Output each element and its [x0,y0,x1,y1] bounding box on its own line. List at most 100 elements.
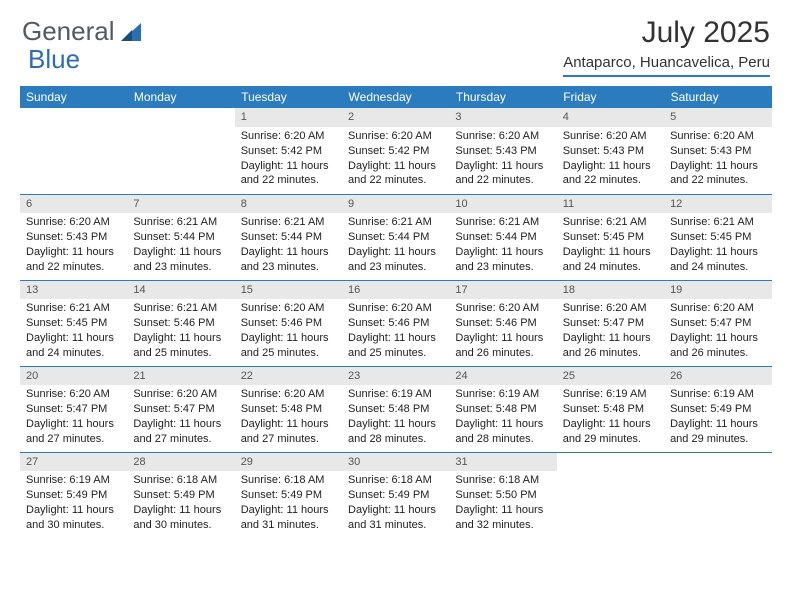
sunrise-line: Sunrise: 6:21 AM [26,301,121,316]
day-number: 5 [664,108,771,127]
day-body: Sunrise: 6:21 AMSunset: 5:45 PMDaylight:… [664,213,771,278]
day-body: Sunrise: 6:20 AMSunset: 5:47 PMDaylight:… [557,299,664,364]
daylight-line: Daylight: 11 hours and 22 minutes. [455,159,550,189]
calendar-cell [664,452,771,538]
calendar-row: 27Sunrise: 6:19 AMSunset: 5:49 PMDayligh… [20,452,772,538]
sunset-line: Sunset: 5:47 PM [26,402,121,417]
day-body: Sunrise: 6:21 AMSunset: 5:45 PMDaylight:… [557,213,664,278]
sunset-line: Sunset: 5:44 PM [348,230,443,245]
calendar-cell: 19Sunrise: 6:20 AMSunset: 5:47 PMDayligh… [664,280,771,366]
day-body: Sunrise: 6:20 AMSunset: 5:42 PMDaylight:… [235,127,342,192]
weekday-header-row: Sunday Monday Tuesday Wednesday Thursday… [20,86,772,108]
sunrise-line: Sunrise: 6:18 AM [241,473,336,488]
sunset-line: Sunset: 5:49 PM [241,488,336,503]
daylight-line: Daylight: 11 hours and 23 minutes. [133,245,228,275]
calendar-cell: 17Sunrise: 6:20 AMSunset: 5:46 PMDayligh… [449,280,556,366]
sunrise-line: Sunrise: 6:19 AM [563,387,658,402]
calendar-cell: 14Sunrise: 6:21 AMSunset: 5:46 PMDayligh… [127,280,234,366]
daylight-line: Daylight: 11 hours and 25 minutes. [241,331,336,361]
calendar-cell: 3Sunrise: 6:20 AMSunset: 5:43 PMDaylight… [449,108,556,194]
brand-part1: General [22,16,115,47]
day-number: 29 [235,453,342,472]
daylight-line: Daylight: 11 hours and 24 minutes. [26,331,121,361]
sunset-line: Sunset: 5:48 PM [348,402,443,417]
sunrise-line: Sunrise: 6:19 AM [670,387,765,402]
calendar-row: 1Sunrise: 6:20 AMSunset: 5:42 PMDaylight… [20,108,772,194]
day-number: 24 [449,367,556,386]
daylight-line: Daylight: 11 hours and 22 minutes. [348,159,443,189]
weekday-header: Wednesday [342,86,449,108]
day-body: Sunrise: 6:20 AMSunset: 5:43 PMDaylight:… [449,127,556,192]
sunrise-line: Sunrise: 6:20 AM [241,301,336,316]
day-body: Sunrise: 6:19 AMSunset: 5:48 PMDaylight:… [557,385,664,450]
sunset-line: Sunset: 5:43 PM [455,144,550,159]
weekday-header: Saturday [664,86,771,108]
calendar-row: 6Sunrise: 6:20 AMSunset: 5:43 PMDaylight… [20,194,772,280]
calendar-cell: 1Sunrise: 6:20 AMSunset: 5:42 PMDaylight… [235,108,342,194]
sunset-line: Sunset: 5:46 PM [133,316,228,331]
brand-part2: Blue [28,44,80,75]
sunset-line: Sunset: 5:43 PM [26,230,121,245]
calendar-cell: 8Sunrise: 6:21 AMSunset: 5:44 PMDaylight… [235,194,342,280]
daylight-line: Daylight: 11 hours and 26 minutes. [455,331,550,361]
daylight-line: Daylight: 11 hours and 28 minutes. [348,417,443,447]
day-number: 26 [664,367,771,386]
weekday-header: Monday [127,86,234,108]
day-body: Sunrise: 6:20 AMSunset: 5:46 PMDaylight:… [342,299,449,364]
daylight-line: Daylight: 11 hours and 22 minutes. [241,159,336,189]
sunrise-line: Sunrise: 6:21 AM [670,215,765,230]
day-number: 14 [127,281,234,300]
sunrise-line: Sunrise: 6:21 AM [348,215,443,230]
location-text: Antaparco, Huancavelica, Peru [563,54,770,77]
day-number: 6 [20,195,127,214]
day-number: 2 [342,108,449,127]
day-number: 25 [557,367,664,386]
day-body: Sunrise: 6:20 AMSunset: 5:43 PMDaylight:… [20,213,127,278]
day-number: 28 [127,453,234,472]
sunrise-line: Sunrise: 6:18 AM [455,473,550,488]
daylight-line: Daylight: 11 hours and 29 minutes. [670,417,765,447]
sunrise-line: Sunrise: 6:21 AM [241,215,336,230]
page-header: General July 2025 Antaparco, Huancavelic… [0,0,792,83]
day-body: Sunrise: 6:20 AMSunset: 5:43 PMDaylight:… [557,127,664,192]
sunset-line: Sunset: 5:44 PM [241,230,336,245]
sunset-line: Sunset: 5:45 PM [563,230,658,245]
sunset-line: Sunset: 5:45 PM [670,230,765,245]
sunrise-line: Sunrise: 6:20 AM [241,129,336,144]
daylight-line: Daylight: 11 hours and 31 minutes. [348,503,443,533]
sunrise-line: Sunrise: 6:21 AM [455,215,550,230]
sunrise-line: Sunrise: 6:20 AM [241,387,336,402]
day-body: Sunrise: 6:19 AMSunset: 5:48 PMDaylight:… [342,385,449,450]
calendar-cell: 28Sunrise: 6:18 AMSunset: 5:49 PMDayligh… [127,452,234,538]
sunset-line: Sunset: 5:42 PM [241,144,336,159]
day-number: 1 [235,108,342,127]
sunset-line: Sunset: 5:48 PM [241,402,336,417]
day-body: Sunrise: 6:20 AMSunset: 5:47 PMDaylight:… [20,385,127,450]
calendar-cell: 22Sunrise: 6:20 AMSunset: 5:48 PMDayligh… [235,366,342,452]
sunrise-line: Sunrise: 6:20 AM [133,387,228,402]
sunrise-line: Sunrise: 6:20 AM [455,129,550,144]
sunrise-line: Sunrise: 6:21 AM [133,301,228,316]
sunrise-line: Sunrise: 6:20 AM [26,215,121,230]
daylight-line: Daylight: 11 hours and 27 minutes. [133,417,228,447]
sunset-line: Sunset: 5:49 PM [670,402,765,417]
calendar-cell: 16Sunrise: 6:20 AMSunset: 5:46 PMDayligh… [342,280,449,366]
sunrise-line: Sunrise: 6:20 AM [348,301,443,316]
day-number: 27 [20,453,127,472]
sunset-line: Sunset: 5:49 PM [348,488,443,503]
daylight-line: Daylight: 11 hours and 23 minutes. [241,245,336,275]
calendar-cell: 2Sunrise: 6:20 AMSunset: 5:42 PMDaylight… [342,108,449,194]
calendar-cell: 24Sunrise: 6:19 AMSunset: 5:48 PMDayligh… [449,366,556,452]
day-body: Sunrise: 6:21 AMSunset: 5:44 PMDaylight:… [127,213,234,278]
sunrise-line: Sunrise: 6:20 AM [670,129,765,144]
daylight-line: Daylight: 11 hours and 24 minutes. [563,245,658,275]
day-body: Sunrise: 6:21 AMSunset: 5:44 PMDaylight:… [449,213,556,278]
day-body: Sunrise: 6:20 AMSunset: 5:47 PMDaylight:… [664,299,771,364]
day-body: Sunrise: 6:19 AMSunset: 5:49 PMDaylight:… [664,385,771,450]
daylight-line: Daylight: 11 hours and 25 minutes. [133,331,228,361]
daylight-line: Daylight: 11 hours and 31 minutes. [241,503,336,533]
day-body: Sunrise: 6:21 AMSunset: 5:44 PMDaylight:… [342,213,449,278]
calendar-cell: 23Sunrise: 6:19 AMSunset: 5:48 PMDayligh… [342,366,449,452]
calendar-cell [557,452,664,538]
calendar-cell [20,108,127,194]
